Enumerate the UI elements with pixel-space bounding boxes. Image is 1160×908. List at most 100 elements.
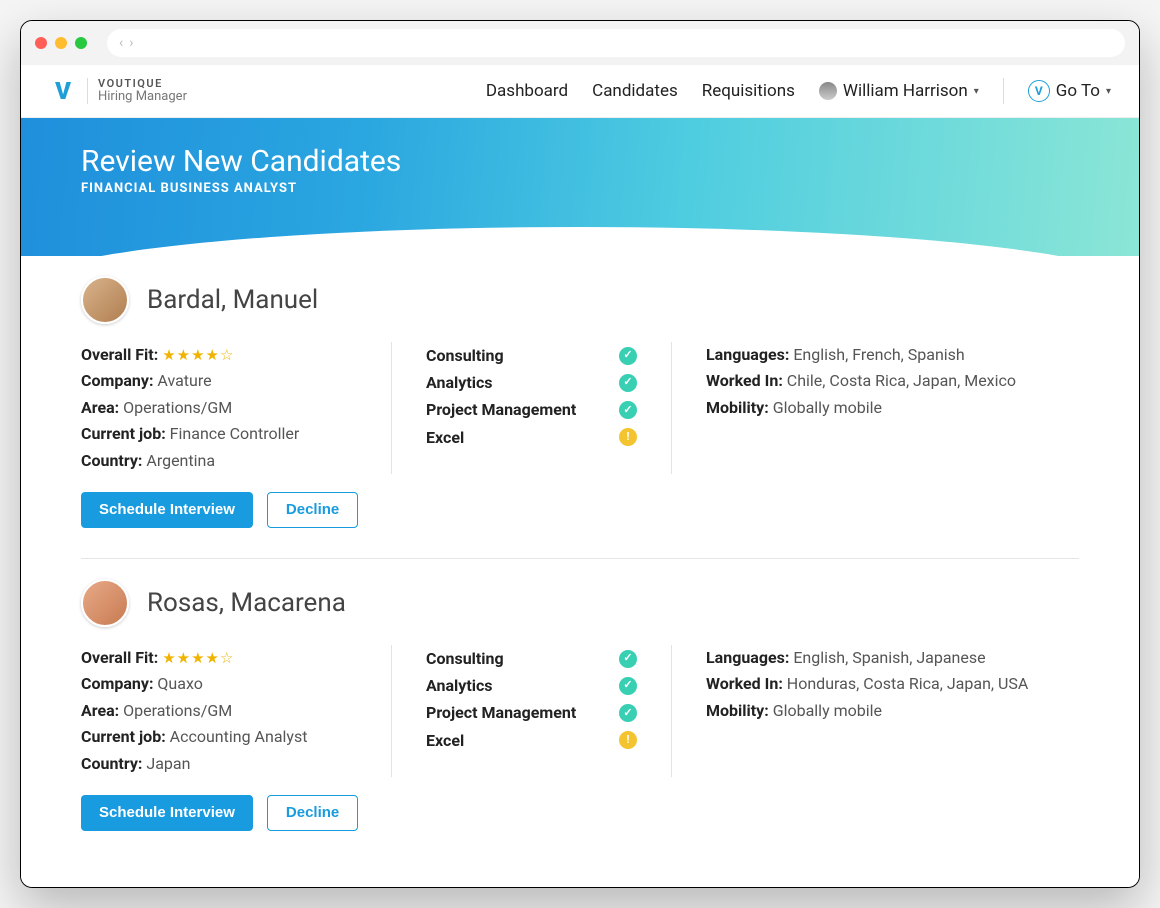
skill-row: Consulting ✓ [426, 645, 637, 672]
candidate-header: Bardal, Manuel [81, 276, 1079, 324]
window-minimize-icon[interactable] [55, 37, 67, 49]
info-column: Overall Fit: ★★★★☆ Company: Avature Area… [81, 342, 391, 474]
avatar [81, 276, 129, 324]
candidate-actions: Schedule Interview Decline [81, 795, 1079, 831]
label-worked-in: Worked In: [706, 371, 783, 390]
value-languages: English, Spanish, Japanese [793, 648, 985, 667]
check-icon: ✓ [619, 704, 637, 722]
label-area: Area: [81, 398, 119, 417]
skill-row: Excel! [426, 424, 637, 451]
skill-label: Analytics [426, 369, 493, 396]
skill-label: Project Management [426, 396, 576, 423]
decline-button[interactable]: Decline [267, 795, 358, 831]
label-company: Company: [81, 674, 153, 693]
details-column: Languages: English, French, Spanish Work… [671, 342, 1079, 474]
value-mobility: Globally mobile [773, 701, 882, 720]
skills-column: Consulting ✓ Analytics ✓ Project Managemen… [391, 645, 671, 777]
value-worked-in: Honduras, Costa Rica, Japan, USA [787, 674, 1029, 693]
value-company: Avature [157, 371, 211, 390]
skill-label: Project Management [426, 699, 576, 726]
rating-stars: ★★★★☆ [162, 346, 234, 364]
candidate-name[interactable]: Bardal, Manuel [147, 285, 318, 315]
label-overall-fit: Overall Fit: [81, 648, 158, 667]
value-mobility: Globally mobile [773, 398, 882, 417]
label-languages: Languages: [706, 648, 789, 667]
nav-user-menu[interactable]: William Harrison ▾ [819, 81, 979, 101]
label-country: Country: [81, 754, 142, 773]
check-icon: ✓ [619, 650, 637, 668]
skill-row: Analytics ✓ [426, 672, 637, 699]
hero-banner: Review New Candidates FINANCIAL BUSINESS… [21, 118, 1139, 256]
value-area: Operations/GM [123, 701, 232, 720]
label-mobility: Mobility: [706, 701, 769, 720]
label-mobility: Mobility: [706, 398, 769, 417]
schedule-interview-button[interactable]: Schedule Interview [81, 795, 253, 831]
page-subtitle: FINANCIAL BUSINESS ANALYST [81, 181, 1079, 196]
skill-label: Excel [426, 424, 464, 451]
skill-row: Project Management✓ [426, 396, 637, 423]
skill-label: Consulting [426, 342, 504, 369]
nav-items: Dashboard Candidates Requisitions Willia… [486, 78, 1111, 104]
nav-candidates[interactable]: Candidates [592, 81, 678, 101]
skill-row: Excel! [426, 727, 637, 754]
user-avatar-icon [819, 82, 837, 100]
skills-column: Consulting ✓ Analytics ✓ Project Managemen… [391, 342, 671, 474]
logo[interactable]: V VOUTIQUE Hiring Manager [49, 77, 187, 105]
skill-label: Analytics [426, 672, 493, 699]
warning-icon: ! [619, 428, 637, 446]
skill-row: Consulting ✓ [426, 342, 637, 369]
nav-back-icon[interactable]: ‹ [119, 35, 123, 51]
chevron-down-icon: ▾ [1106, 86, 1111, 97]
check-icon: ✓ [619, 374, 637, 392]
nav-dashboard[interactable]: Dashboard [486, 81, 568, 101]
nav-divider [1003, 78, 1004, 104]
logo-mark-icon: V [49, 77, 77, 105]
label-current-job: Current job: [81, 727, 166, 746]
goto-badge-icon: V [1028, 80, 1050, 102]
details-column: Languages: English, Spanish, Japanese Wo… [671, 645, 1079, 777]
label-country: Country: [81, 451, 142, 470]
decline-button[interactable]: Decline [267, 492, 358, 528]
brand-role: Hiring Manager [98, 90, 187, 104]
value-languages: English, French, Spanish [793, 345, 964, 364]
check-icon: ✓ [619, 347, 637, 365]
candidate-card: Bardal, Manuel Overall Fit: ★★★★☆ Compan… [81, 256, 1079, 554]
logo-text: VOUTIQUE Hiring Manager [87, 78, 187, 104]
nav-requisitions[interactable]: Requisitions [702, 81, 795, 101]
skill-row: Project Management ✓ [426, 699, 637, 726]
skill-row: Analytics ✓ [426, 369, 637, 396]
window-maximize-icon[interactable] [75, 37, 87, 49]
skill-label: Excel [426, 727, 464, 754]
candidate-header: Rosas, Macarena [81, 579, 1079, 627]
label-area: Area: [81, 701, 119, 720]
value-company: Quaxo [157, 674, 202, 693]
candidate-name[interactable]: Rosas, Macarena [147, 588, 346, 618]
nav-forward-icon[interactable]: › [129, 35, 133, 51]
check-icon: ✓ [619, 677, 637, 695]
skill-label: Consulting [426, 645, 504, 672]
nav-goto[interactable]: V Go To ▾ [1028, 80, 1111, 102]
candidate-list: Bardal, Manuel Overall Fit: ★★★★☆ Compan… [21, 256, 1139, 887]
candidate-actions: Schedule Interview Decline [81, 492, 1079, 528]
info-column: Overall Fit: ★★★★☆ Company: Quaxo Area: … [81, 645, 391, 777]
label-languages: Languages: [706, 345, 789, 364]
traffic-lights [35, 37, 87, 49]
url-bar[interactable]: ‹ › [107, 29, 1125, 57]
value-current-job: Accounting Analyst [170, 727, 308, 746]
user-name: William Harrison [843, 81, 968, 101]
schedule-interview-button[interactable]: Schedule Interview [81, 492, 253, 528]
page-title: Review New Candidates [81, 144, 1079, 179]
candidate-card: Rosas, Macarena Overall Fit: ★★★★☆ Compa… [81, 558, 1079, 857]
rating-stars: ★★★★☆ [162, 649, 234, 667]
window-close-icon[interactable] [35, 37, 47, 49]
chevron-down-icon: ▾ [974, 86, 979, 97]
app-header: V VOUTIQUE Hiring Manager Dashboard Cand… [21, 65, 1139, 118]
label-company: Company: [81, 371, 153, 390]
goto-label: Go To [1056, 81, 1100, 101]
value-worked-in: Chile, Costa Rica, Japan, Mexico [787, 371, 1016, 390]
label-overall-fit: Overall Fit: [81, 345, 158, 364]
browser-chrome: ‹ › [21, 21, 1139, 65]
value-country: Argentina [146, 451, 215, 470]
value-country: Japan [146, 754, 190, 773]
warning-icon: ! [619, 731, 637, 749]
